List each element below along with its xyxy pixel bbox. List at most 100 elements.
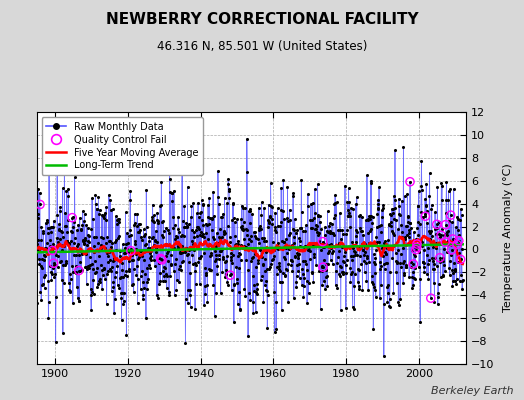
Point bbox=[387, 222, 396, 229]
Point bbox=[193, 244, 201, 250]
Point bbox=[307, 201, 315, 207]
Point bbox=[307, 242, 315, 248]
Point bbox=[157, 255, 165, 262]
Point bbox=[261, 238, 270, 244]
Point bbox=[63, 217, 72, 223]
Point bbox=[389, 290, 398, 296]
Point bbox=[90, 243, 99, 249]
Point bbox=[343, 199, 352, 205]
Point bbox=[282, 266, 291, 273]
Point bbox=[47, 276, 56, 283]
Point bbox=[133, 223, 141, 229]
Point bbox=[458, 286, 466, 292]
Point bbox=[158, 268, 167, 274]
Point bbox=[136, 286, 145, 292]
Point bbox=[405, 234, 413, 240]
Point bbox=[130, 222, 138, 228]
Point bbox=[114, 233, 123, 240]
Point bbox=[286, 217, 294, 224]
Point bbox=[64, 193, 72, 199]
Point bbox=[107, 288, 116, 294]
Point bbox=[57, 242, 66, 248]
Point bbox=[406, 220, 414, 226]
Point bbox=[239, 226, 247, 232]
Point bbox=[447, 242, 455, 248]
Point bbox=[162, 224, 170, 231]
Point bbox=[244, 241, 252, 247]
Point bbox=[309, 200, 317, 206]
Point bbox=[245, 290, 253, 296]
Point bbox=[450, 186, 458, 192]
Point bbox=[170, 188, 178, 194]
Point bbox=[140, 257, 148, 263]
Point bbox=[416, 221, 424, 227]
Point bbox=[76, 268, 84, 274]
Point bbox=[348, 239, 356, 246]
Point bbox=[245, 236, 254, 242]
Point bbox=[342, 305, 350, 312]
Point bbox=[323, 272, 331, 279]
Point bbox=[274, 205, 282, 212]
Point bbox=[310, 250, 318, 257]
Point bbox=[40, 274, 48, 280]
Point bbox=[276, 279, 284, 286]
Point bbox=[234, 238, 243, 244]
Point bbox=[225, 186, 233, 192]
Point bbox=[261, 256, 269, 262]
Point bbox=[310, 242, 319, 249]
Point bbox=[231, 282, 239, 288]
Point bbox=[145, 238, 153, 245]
Point bbox=[273, 271, 281, 278]
Point bbox=[274, 240, 282, 246]
Point bbox=[418, 243, 427, 249]
Point bbox=[54, 238, 62, 245]
Point bbox=[214, 194, 222, 200]
Point bbox=[435, 254, 444, 261]
Point bbox=[192, 227, 201, 234]
Point bbox=[328, 221, 336, 227]
Point bbox=[126, 246, 135, 252]
Point bbox=[302, 244, 311, 250]
Point bbox=[108, 258, 117, 264]
Point bbox=[255, 240, 264, 246]
Point bbox=[176, 250, 184, 256]
Point bbox=[147, 248, 155, 254]
Point bbox=[210, 212, 219, 219]
Point bbox=[213, 230, 221, 236]
Point bbox=[184, 247, 193, 254]
Point bbox=[167, 262, 175, 268]
Point bbox=[383, 244, 391, 251]
Point bbox=[257, 199, 266, 206]
Point bbox=[428, 232, 436, 239]
Point bbox=[392, 280, 401, 286]
Point bbox=[156, 243, 164, 249]
Point bbox=[96, 279, 104, 285]
Point bbox=[173, 242, 182, 249]
Point bbox=[269, 256, 278, 262]
Point bbox=[232, 242, 241, 248]
Point bbox=[306, 217, 314, 223]
Text: 46.316 N, 85.501 W (United States): 46.316 N, 85.501 W (United States) bbox=[157, 40, 367, 53]
Point bbox=[319, 238, 327, 245]
Point bbox=[135, 228, 144, 235]
Point bbox=[370, 259, 378, 266]
Point bbox=[155, 260, 163, 266]
Point bbox=[158, 257, 166, 263]
Point bbox=[97, 212, 106, 218]
Point bbox=[292, 284, 300, 290]
Point bbox=[108, 206, 117, 212]
Point bbox=[133, 262, 141, 269]
Point bbox=[105, 192, 113, 198]
Point bbox=[292, 279, 300, 285]
Point bbox=[323, 208, 332, 214]
Point bbox=[422, 202, 430, 208]
Point bbox=[365, 213, 373, 220]
Point bbox=[81, 235, 89, 241]
Point bbox=[321, 224, 329, 230]
Point bbox=[173, 234, 181, 240]
Point bbox=[413, 241, 421, 247]
Point bbox=[249, 273, 257, 280]
Point bbox=[46, 236, 54, 243]
Point bbox=[187, 214, 195, 220]
Point bbox=[69, 269, 78, 275]
